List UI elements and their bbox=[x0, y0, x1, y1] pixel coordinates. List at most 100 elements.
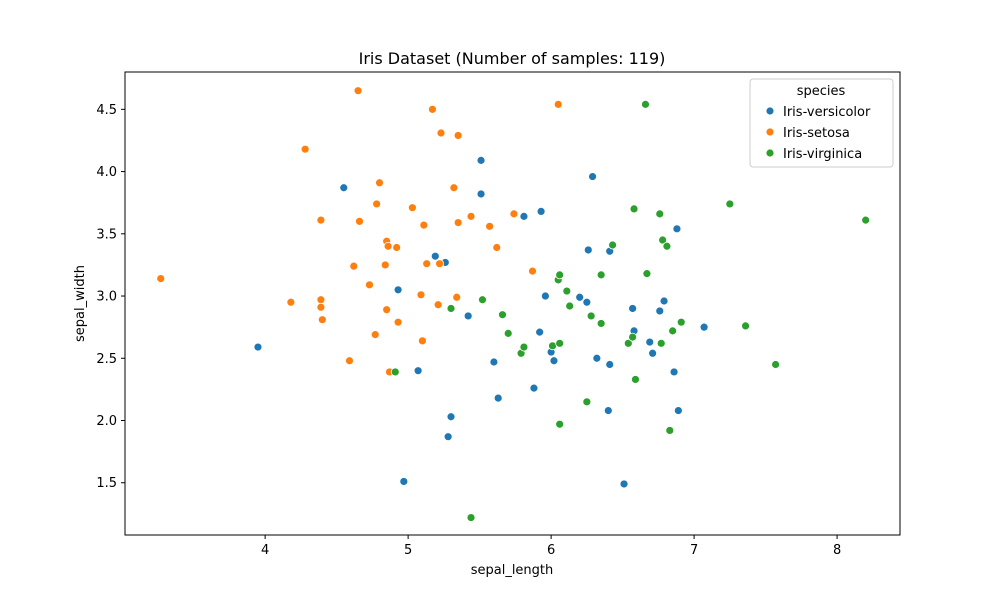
point-iris-virginica bbox=[555, 270, 565, 280]
point-iris-virginica bbox=[608, 240, 617, 250]
point-iris-setosa bbox=[408, 203, 417, 213]
point-iris-setosa bbox=[316, 302, 326, 312]
point-iris-virginica bbox=[741, 321, 750, 331]
point-iris-virginica bbox=[498, 310, 507, 320]
y-tick-label: 2.0 bbox=[96, 414, 117, 429]
legend-marker-iris-setosa bbox=[765, 127, 775, 137]
point-iris-versicolor bbox=[493, 393, 503, 403]
point-iris-setosa bbox=[428, 104, 437, 114]
point-iris-virginica bbox=[656, 338, 666, 348]
point-iris-virginica bbox=[861, 215, 871, 225]
x-axis-label: sepal_length bbox=[471, 563, 554, 578]
point-iris-versicolor bbox=[253, 342, 263, 352]
point-iris-setosa bbox=[452, 292, 462, 302]
point-iris-versicolor bbox=[519, 211, 529, 221]
point-iris-versicolor bbox=[575, 292, 585, 302]
point-iris-versicolor bbox=[476, 155, 486, 165]
point-iris-versicolor bbox=[673, 406, 683, 415]
y-tick-label: 3.5 bbox=[96, 227, 117, 242]
legend-box bbox=[749, 78, 894, 168]
point-iris-versicolor bbox=[540, 291, 550, 301]
point-iris-versicolor bbox=[672, 224, 682, 234]
point-iris-virginica bbox=[596, 319, 606, 328]
point-iris-versicolor bbox=[655, 306, 665, 316]
point-iris-setosa bbox=[382, 305, 392, 315]
point-iris-virginica bbox=[771, 360, 780, 369]
point-iris-setosa bbox=[370, 330, 380, 340]
point-iris-versicolor bbox=[605, 360, 615, 369]
point-iris-virginica bbox=[586, 311, 596, 321]
y-tick-label: 3.0 bbox=[96, 290, 117, 305]
point-iris-setosa bbox=[436, 128, 446, 138]
point-iris-setosa bbox=[372, 199, 382, 209]
y-tick-label: 4.5 bbox=[96, 103, 117, 118]
point-iris-versicolor bbox=[619, 479, 629, 489]
point-iris-versicolor bbox=[628, 304, 638, 313]
point-iris-versicolor bbox=[489, 357, 499, 367]
point-iris-setosa bbox=[419, 220, 429, 230]
point-iris-setosa bbox=[353, 86, 363, 96]
point-iris-setosa bbox=[509, 209, 519, 219]
point-iris-setosa bbox=[349, 261, 359, 271]
point-iris-versicolor bbox=[582, 297, 592, 307]
point-iris-virginica bbox=[676, 317, 686, 327]
x-tick-label: 7 bbox=[690, 543, 698, 558]
legend-label-iris-setosa: Iris-setosa bbox=[783, 126, 850, 141]
legend-title: species bbox=[797, 84, 846, 99]
point-iris-virginica bbox=[662, 241, 672, 251]
point-iris-versicolor bbox=[645, 337, 655, 347]
point-iris-setosa bbox=[553, 99, 563, 109]
point-iris-setosa bbox=[492, 243, 502, 252]
point-iris-virginica bbox=[629, 204, 639, 214]
point-iris-virginica bbox=[596, 270, 606, 280]
point-iris-versicolor bbox=[592, 353, 602, 363]
point-iris-setosa bbox=[380, 260, 390, 270]
x-tick-label: 6 bbox=[547, 543, 555, 558]
point-iris-virginica bbox=[555, 338, 565, 348]
point-iris-setosa bbox=[453, 131, 463, 140]
point-iris-virginica bbox=[565, 301, 575, 311]
x-tick-label: 8 bbox=[833, 543, 841, 558]
point-iris-setosa bbox=[355, 216, 364, 226]
point-iris-setosa bbox=[466, 211, 476, 221]
point-iris-virginica bbox=[642, 269, 652, 279]
point-iris-virginica bbox=[641, 99, 650, 109]
y-tick-label: 4.0 bbox=[96, 165, 117, 180]
point-iris-virginica bbox=[665, 426, 675, 435]
point-iris-versicolor bbox=[443, 432, 453, 442]
point-iris-virginica bbox=[519, 342, 529, 352]
point-iris-virginica bbox=[466, 513, 476, 522]
point-iris-setosa bbox=[156, 274, 166, 284]
point-iris-virginica bbox=[628, 332, 638, 342]
legend-marker-iris-versicolor bbox=[765, 106, 775, 116]
point-iris-setosa bbox=[485, 221, 495, 231]
y-tick-label: 2.5 bbox=[96, 352, 117, 367]
point-iris-versicolor bbox=[413, 366, 423, 376]
point-iris-versicolor bbox=[476, 189, 486, 199]
point-iris-setosa bbox=[418, 336, 427, 346]
point-iris-setosa bbox=[345, 356, 354, 366]
point-iris-versicolor bbox=[535, 327, 545, 337]
point-iris-virginica bbox=[555, 419, 565, 429]
point-iris-versicolor bbox=[699, 322, 709, 332]
point-iris-virginica bbox=[655, 209, 665, 219]
point-iris-versicolor bbox=[659, 296, 669, 306]
point-iris-virginica bbox=[631, 375, 640, 384]
point-iris-virginica bbox=[503, 328, 513, 338]
y-axis-ticks: 1.5 2.0 2.5 3.0 3.5 4.0 4.5 bbox=[96, 103, 125, 491]
point-iris-virginica bbox=[668, 326, 678, 336]
point-iris-setosa bbox=[435, 259, 444, 269]
legend-marker-iris-virginica bbox=[765, 148, 775, 158]
x-tick-label: 5 bbox=[404, 543, 412, 558]
point-iris-virginica bbox=[623, 338, 633, 348]
chart-title: Iris Dataset (Number of samples: 119) bbox=[359, 49, 666, 68]
point-iris-setosa bbox=[422, 259, 432, 269]
legend-label-iris-versicolor: Iris-versicolor bbox=[783, 105, 871, 120]
point-iris-virginica bbox=[446, 304, 456, 313]
plot-frame bbox=[124, 71, 901, 536]
legend: species Iris-versicolor Iris-setosa Iris-v… bbox=[749, 78, 894, 168]
point-iris-virginica bbox=[658, 235, 668, 245]
point-iris-setosa bbox=[300, 144, 310, 154]
point-iris-virginica bbox=[562, 286, 572, 296]
